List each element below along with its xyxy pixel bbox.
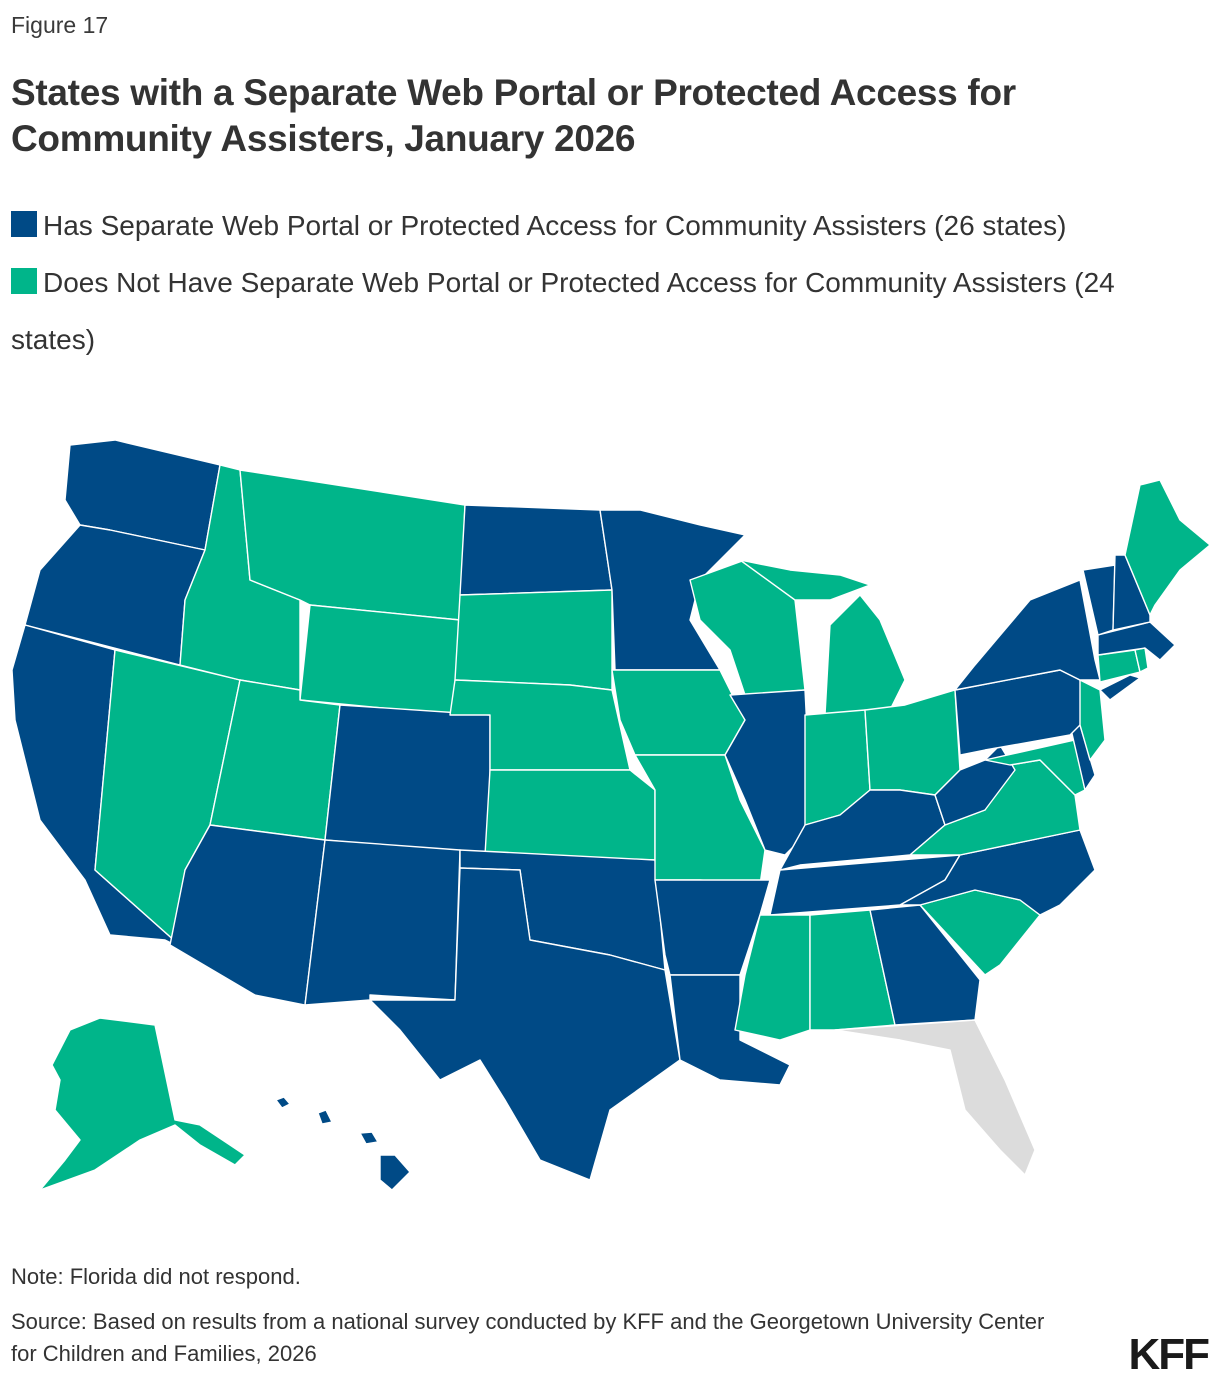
state-FL[interactable] [834,1019,1036,1176]
figure-label: Figure 17 [11,12,109,38]
chart-title: States with a Separate Web Portal or Pro… [11,72,1016,159]
legend-swatch-not [11,268,37,294]
state-AK[interactable] [39,1017,246,1191]
state-MI[interactable] [824,594,906,716]
state-TX[interactable] [369,867,681,1181]
legend-item-has: Has Separate Web Portal or Protected Acc… [11,197,1201,254]
state-LA[interactable] [669,974,791,1086]
state-NC[interactable] [899,829,1096,916]
us-map [0,430,1220,1210]
state-HI-4[interactable] [379,1154,411,1191]
state-NM[interactable] [304,839,461,1006]
state-HI-3[interactable] [359,1131,379,1145]
legend-label-not: Does Not Have Separate Web Portal or Pro… [11,267,1115,355]
legend-swatch-has [11,211,37,237]
legend-label-has: Has Separate Web Portal or Protected Acc… [43,210,1067,241]
note: Note: Florida did not respond. [11,1264,301,1289]
source: Source: Based on results from a national… [11,1309,1045,1366]
state-MI-UP[interactable] [739,559,871,601]
state-ME[interactable] [1124,479,1211,616]
state-WY[interactable] [299,604,461,716]
state-GA[interactable] [869,904,981,1026]
state-KS[interactable] [484,769,656,861]
kff-logo: KFF [1128,1330,1210,1379]
legend: Has Separate Web Portal or Protected Acc… [11,197,1201,368]
state-NY-LI[interactable] [1099,674,1141,701]
state-NH[interactable] [1112,554,1151,631]
state-NJ[interactable] [1079,679,1106,761]
state-HI-1[interactable] [275,1096,291,1109]
state-ND[interactable] [459,504,613,596]
state-IA[interactable] [611,669,746,756]
state-NY[interactable] [954,579,1101,691]
state-SD[interactable] [454,589,613,691]
legend-item-not: Does Not Have Separate Web Portal or Pro… [11,254,1201,368]
state-CO[interactable] [324,704,491,856]
state-HI-2[interactable] [317,1109,333,1125]
